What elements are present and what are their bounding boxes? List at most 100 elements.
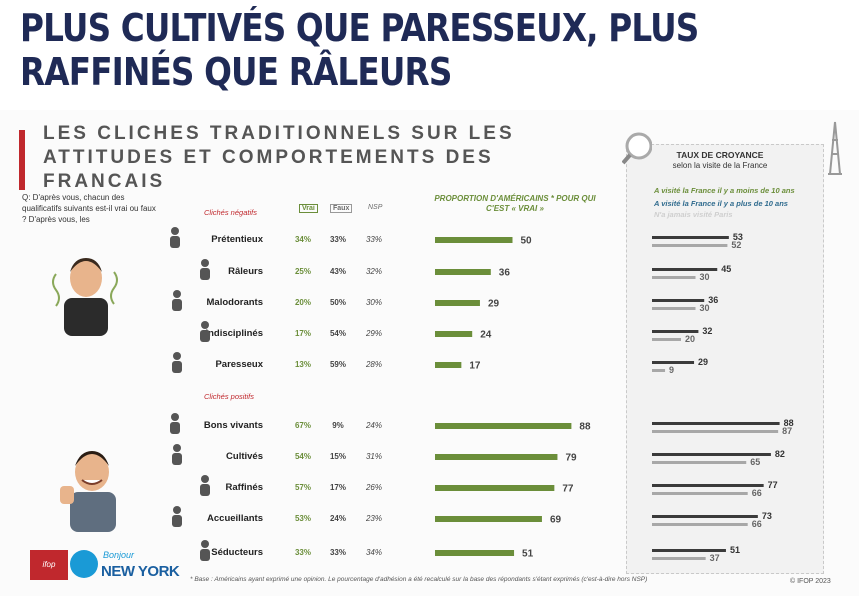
vrai-percentage: 13%	[294, 360, 311, 369]
vrai-percentage: 34%	[294, 235, 311, 244]
belief-rate-bar	[652, 338, 681, 341]
belief-rate-value-label: 65	[750, 457, 760, 467]
cliche-label: Râleurs	[228, 266, 263, 277]
nsp-percentage: 32%	[365, 267, 382, 276]
belief-rate-value-label: 30	[700, 303, 710, 313]
copyright: © IFOP 2023	[790, 578, 831, 585]
magnifier-icon	[622, 132, 652, 165]
proportion-bar	[435, 237, 513, 243]
proportion-header: PROPORTION D'AMÉRICAINS * POUR QUI C'EST…	[434, 194, 596, 213]
nsp-column-header: NSP	[368, 204, 383, 211]
proportion-bar	[435, 454, 558, 460]
infographic-title: LES CLICHES TRADITIONNELS SUR LES ATTITU…	[43, 123, 515, 192]
proportion-bar	[435, 485, 555, 491]
bonjour-logo-text: Bonjour	[103, 550, 135, 560]
new-york-logo-text: NEW YORK	[101, 563, 180, 580]
proportion-value-label: 77	[562, 484, 574, 495]
faux-column-header: Faux	[330, 204, 353, 213]
proportion-value-label: 24	[480, 330, 492, 341]
nsp-percentage: 30%	[365, 298, 382, 307]
ifop-logo: ifop	[30, 550, 68, 580]
vrai-column-header: Vrai	[299, 204, 318, 213]
belief-rate-bar	[652, 430, 779, 433]
cliche-label: Paresseux	[215, 359, 263, 370]
faux-percentage: 33%	[329, 548, 346, 557]
cliche-label: Prétentieux	[211, 234, 263, 245]
vrai-percentage: 57%	[294, 483, 311, 492]
nsp-percentage: 28%	[365, 360, 382, 369]
cliche-label: Indisciplinés	[205, 328, 263, 339]
legend-older-visit: A visité la France il y a plus de 10 ans	[654, 199, 788, 208]
faux-percentage: 50%	[329, 298, 346, 307]
proportion-value-label: 17	[469, 361, 481, 372]
belief-rate-value-label: 88	[784, 418, 794, 428]
nsp-percentage: 34%	[365, 548, 382, 557]
proportion-bar	[435, 362, 462, 368]
person-pictogram-icon	[172, 444, 182, 465]
proportion-bar-chart: 50 36 29 24 17 88 79 77 69 51	[435, 236, 591, 560]
belief-rate-value-label: 9	[669, 365, 674, 375]
legend-never-visited: N'a jamais visité Paris	[654, 210, 733, 219]
vrai-percentage: 25%	[294, 267, 311, 276]
belief-rate-value-label: 51	[730, 545, 740, 555]
belief-rate-value-label: 87	[782, 426, 792, 436]
belief-rate-value-label: 52	[731, 240, 741, 250]
faux-percentage: 43%	[329, 267, 346, 276]
proportion-value-label: 51	[522, 549, 534, 560]
person-pictogram-icon	[200, 321, 210, 342]
belief-rate-value-label: 32	[702, 326, 712, 336]
belief-rate-value-label: 66	[752, 519, 762, 529]
belief-rate-value-label: 66	[752, 488, 762, 498]
faux-percentage: 59%	[329, 360, 346, 369]
belief-rate-value-label: 29	[698, 357, 708, 367]
vrai-percentage: 54%	[294, 452, 311, 461]
faux-percentage: 15%	[329, 452, 346, 461]
smiling-man-illustration	[60, 451, 116, 532]
belief-rate-subtitle: selon la visite de la France	[672, 161, 768, 170]
belief-rate-bar	[652, 330, 699, 333]
proportion-bar	[435, 423, 572, 429]
proportion-value-label: 29	[488, 299, 500, 310]
faux-percentage: 33%	[329, 235, 346, 244]
belief-rate-bar	[652, 422, 780, 425]
person-pictogram-icon	[170, 227, 180, 248]
nsp-percentage: 33%	[365, 235, 382, 244]
belief-rate-bar	[652, 236, 729, 239]
cliche-label: Bons vivants	[203, 420, 263, 431]
positive-clichés-label: Clichés positifs	[204, 392, 255, 401]
belief-rate-bar	[652, 307, 696, 310]
person-pictogram-icon	[200, 259, 210, 280]
belief-rate-value-label: 73	[762, 511, 772, 521]
belief-rate-chart: 53 45 36 32 29 88 82 77 73 51 52 30 30 20 9 87 65 66 66 37	[652, 232, 794, 563]
belief-rate-value-label: 53	[733, 232, 743, 242]
faux-percentage: 9%	[332, 421, 344, 430]
statue-of-liberty-logo-icon	[70, 550, 98, 578]
cliche-label: Accueillants	[207, 513, 263, 524]
nsp-percentage: 23%	[365, 514, 382, 523]
legend-recent-visit: A visité la France il y a moins de 10 an…	[654, 186, 795, 195]
nsp-percentage: 24%	[365, 421, 382, 430]
person-pictogram-icon	[172, 290, 182, 311]
survey-question: Q: D'après vous, chacun des qualificatif…	[22, 193, 156, 224]
belief-rate-value-label: 20	[685, 334, 695, 344]
proportion-bar	[435, 516, 542, 522]
person-pictogram-icon	[172, 506, 182, 527]
belief-rate-bar	[652, 361, 695, 364]
belief-rate-value-label: 82	[775, 449, 785, 459]
nsp-percentage: 26%	[365, 483, 382, 492]
proportion-value-label: 36	[499, 268, 511, 279]
belief-rate-bar	[652, 453, 771, 456]
infographic: LES CLICHES TRADITIONNELS SUR LES ATTITU…	[0, 110, 859, 596]
belief-rate-value-label: 45	[721, 264, 731, 274]
proportion-bar	[435, 550, 515, 556]
belief-rate-bar	[652, 549, 726, 552]
belief-rate-bar	[652, 299, 705, 302]
belief-rate-value-label: 36	[708, 295, 718, 305]
belief-rate-bar	[652, 369, 666, 372]
person-pictogram-icon	[200, 540, 210, 561]
vrai-percentage: 53%	[294, 514, 311, 523]
belief-rate-bar	[652, 492, 748, 495]
proportion-value-label: 88	[579, 422, 591, 433]
vrai-percentage: 33%	[294, 548, 311, 557]
faux-percentage: 17%	[329, 483, 346, 492]
